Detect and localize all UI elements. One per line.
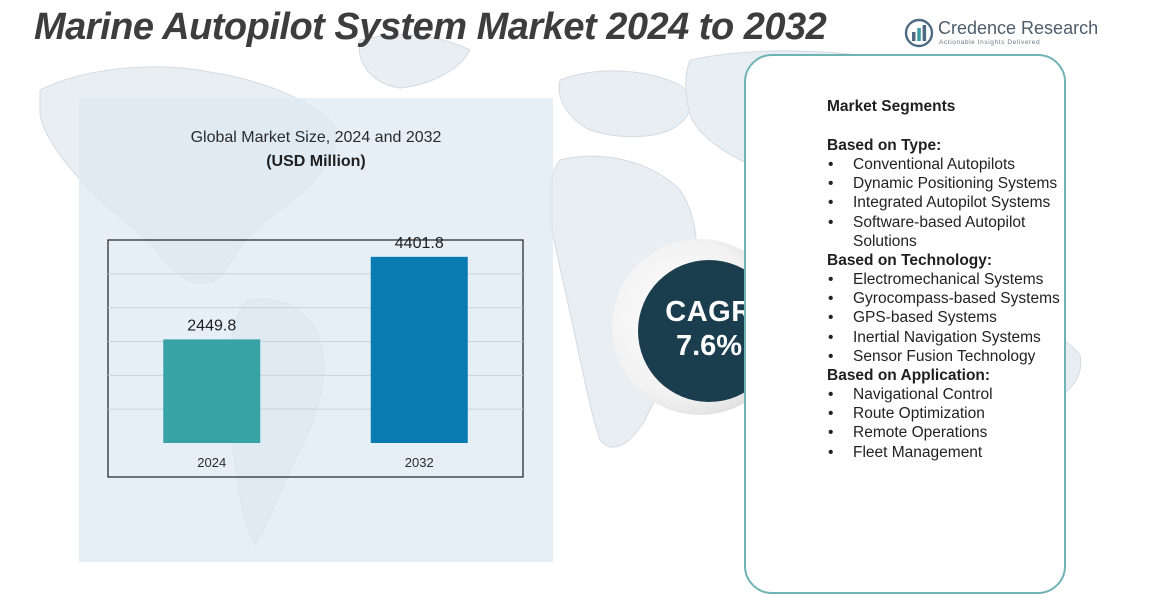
- category-labels: 2024 2032: [197, 455, 433, 470]
- segment-group-title: Based on Technology:: [827, 252, 993, 270]
- segment-item: Route Optimization: [827, 404, 1063, 423]
- category-label: 2032: [405, 455, 434, 470]
- segment-item: Electromechanical Systems: [827, 270, 1063, 289]
- bar-2024: [163, 339, 261, 443]
- segment-item: Fleet Management: [827, 443, 1063, 462]
- segment-group-items: Conventional AutopilotsDynamic Positioni…: [827, 155, 1063, 251]
- segment-group-items: Electromechanical SystemsGyrocompass-bas…: [827, 270, 1063, 366]
- segment-item: Inertial Navigation Systems: [827, 328, 1063, 347]
- segment-item: Dynamic Positioning Systems: [827, 174, 1063, 193]
- segment-item: Navigational Control: [827, 385, 1063, 404]
- cagr-value: 7.6%: [675, 330, 743, 362]
- segment-item: GPS-based Systems: [827, 308, 1063, 327]
- plot-frame: [107, 239, 524, 478]
- chart-title: Global Market Size, 2024 and 2032: [190, 129, 442, 146]
- bar-2032: [370, 256, 468, 443]
- logo-tagline: Actionable Insights Delivered: [939, 39, 1041, 46]
- value-label: 4401.8: [395, 235, 444, 252]
- bar-chart-logo-icon: [904, 18, 934, 48]
- segment-item: Integrated Autopilot Systems: [827, 193, 1063, 212]
- segment-item: Remote Operations: [827, 423, 1063, 442]
- segments-card: Market Segments Based on Type:Convention…: [744, 54, 1066, 594]
- segments-list: Based on Type:Conventional AutopilotsDyn…: [827, 136, 1063, 462]
- logo-name: Credence Research: [938, 18, 1099, 38]
- segment-group-items: Navigational ControlRoute OptimizationRe…: [827, 385, 1063, 462]
- segment-item: Gyrocompass-based Systems: [827, 289, 1063, 308]
- segment-item: Software-based Autopilot Solutions: [827, 213, 1063, 251]
- segment-item: Sensor Fusion Technology: [827, 347, 1063, 366]
- company-logo: Credence Research Actionable Insights De…: [904, 16, 1098, 50]
- chart-panel: Global Market Size, 2024 and 2032 (USD M…: [79, 98, 553, 562]
- cagr-label: CAGR: [665, 296, 753, 328]
- segment-group-title: Based on Type:: [827, 137, 942, 154]
- bar-chart: 2449.8 4401.8 2024 2032: [107, 235, 524, 478]
- value-labels: 2449.8 4401.8: [187, 235, 444, 335]
- segment-item: Conventional Autopilots: [827, 155, 1063, 174]
- chart-unit: (USD Million): [266, 153, 366, 170]
- segment-group-title: Based on Application:: [827, 367, 991, 385]
- segments-heading: Market Segments: [827, 98, 956, 115]
- category-label: 2024: [197, 455, 226, 470]
- bars: [163, 256, 468, 443]
- value-label: 2449.8: [187, 317, 236, 334]
- page-title: Marine Autopilot System Market 2024 to 2…: [34, 6, 827, 48]
